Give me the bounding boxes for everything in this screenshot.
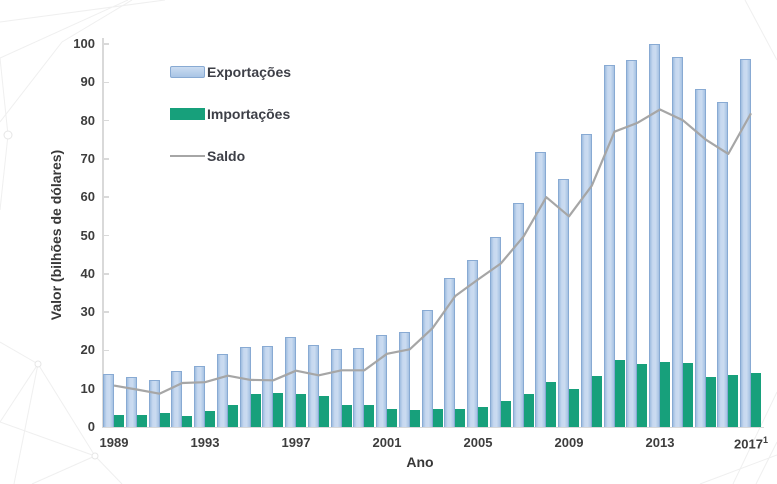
y-tick-mark-30	[103, 311, 109, 313]
export-bar-2003	[421, 309, 433, 427]
x-tick-label-2013: 2013	[645, 435, 675, 450]
x-tick-label-2017: 20171	[734, 435, 768, 452]
legend-item-importacoes: Importações	[170, 106, 291, 122]
import-bar-2007	[523, 393, 534, 427]
export-bar-2000	[353, 348, 365, 427]
import-bar-2005	[478, 407, 488, 427]
export-bar-2001	[376, 335, 387, 427]
export-bar-1990	[125, 377, 137, 427]
x-tick-label-2009: 2009	[554, 435, 584, 450]
import-bar-2008	[546, 381, 557, 427]
import-bar-1993	[205, 410, 215, 427]
y-tick-label-0: 0	[87, 419, 95, 434]
export-bar-1993	[194, 366, 205, 427]
legend-label-exportacoes: Exportações	[207, 64, 292, 80]
saldo-line	[113, 108, 752, 395]
saldo-line-swatch-icon	[170, 154, 205, 158]
export-bar-2009	[558, 178, 569, 427]
import-bar-2004	[455, 408, 466, 427]
y-tick-label-80: 80	[80, 112, 95, 128]
export-bar-2013	[649, 44, 660, 427]
legend-item-exportacoes: Exportações	[170, 64, 291, 80]
import-bar-1996	[273, 392, 284, 427]
import-bar-1994	[227, 405, 238, 427]
export-bar-2007	[512, 203, 524, 427]
export-bar-2005	[467, 260, 478, 427]
legend-item-saldo: Saldo	[170, 148, 291, 164]
x-axis-line	[102, 426, 764, 428]
export-bar-2004	[444, 277, 456, 427]
exportacoes-swatch-icon	[170, 66, 205, 78]
export-bar-2002	[398, 332, 410, 427]
import-bar-1991	[159, 413, 170, 427]
y-axis-line	[102, 38, 104, 427]
export-bar-1997	[285, 337, 296, 427]
y-tick-label-100: 100	[73, 36, 95, 51]
import-bar-1990	[136, 414, 147, 427]
import-bar-2006	[500, 401, 511, 427]
export-bar-1994	[216, 353, 228, 427]
y-tick-label-70: 70	[80, 150, 95, 166]
export-bar-2010	[580, 134, 592, 427]
import-bar-1995	[250, 394, 261, 427]
import-bar-2011	[614, 359, 625, 427]
export-bar-1998	[307, 344, 319, 427]
x-axis-title: Ano	[406, 454, 434, 470]
export-bar-2014	[671, 56, 683, 427]
import-bar-1992	[182, 415, 193, 427]
export-bar-2012	[626, 60, 638, 427]
export-bar-2015	[694, 89, 706, 427]
import-bar-2014	[682, 363, 693, 427]
y-tick-label-60: 60	[80, 189, 95, 205]
y-tick-label-50: 50	[80, 227, 95, 243]
export-bar-1999	[330, 348, 342, 427]
importacoes-swatch-icon	[170, 108, 205, 120]
import-bar-2012	[637, 364, 648, 427]
import-bar-2002	[409, 410, 420, 427]
y-tick-label-30: 30	[80, 304, 95, 320]
legend: Exportações Importações Saldo	[170, 64, 291, 190]
export-bar-1992	[171, 371, 183, 427]
export-bar-2011	[603, 64, 615, 427]
import-bar-2003	[432, 409, 443, 427]
import-bar-2009	[569, 389, 579, 427]
x-tick-label-2005: 2005	[463, 435, 493, 450]
y-tick-label-20: 20	[80, 342, 95, 358]
import-bar-1999	[341, 405, 352, 427]
footnote-marker: 1	[762, 435, 768, 445]
import-bar-2000	[364, 404, 375, 427]
export-bar-2006	[489, 237, 501, 427]
import-bar-1997	[296, 393, 306, 427]
import-bar-2001	[387, 408, 397, 427]
x-tick-label-2001: 2001	[372, 435, 402, 450]
import-bar-2010	[591, 375, 602, 427]
x-tick-label-1997: 1997	[281, 435, 311, 450]
export-bar-2016	[717, 101, 729, 427]
y-tick-label-90: 90	[80, 74, 95, 90]
y-tick-mark-50	[103, 234, 109, 237]
export-bar-1996	[262, 346, 274, 427]
y-tick-label-40: 40	[80, 265, 95, 281]
legend-label-saldo: Saldo	[207, 148, 246, 164]
legend-label-importacoes: Importações	[207, 106, 291, 122]
import-bar-1998	[318, 396, 329, 427]
import-bar-2013	[660, 361, 670, 427]
saldo-line-layer	[113, 108, 752, 395]
export-bar-1995	[239, 346, 251, 427]
y-tick-mark-40	[103, 273, 109, 275]
y-tick-label-10: 10	[80, 380, 95, 396]
export-bar-1991	[148, 379, 160, 427]
x-tick-label-1989: 1989	[99, 435, 129, 450]
export-bar-2008	[535, 152, 547, 427]
x-tick-label-1993: 1993	[190, 435, 220, 450]
